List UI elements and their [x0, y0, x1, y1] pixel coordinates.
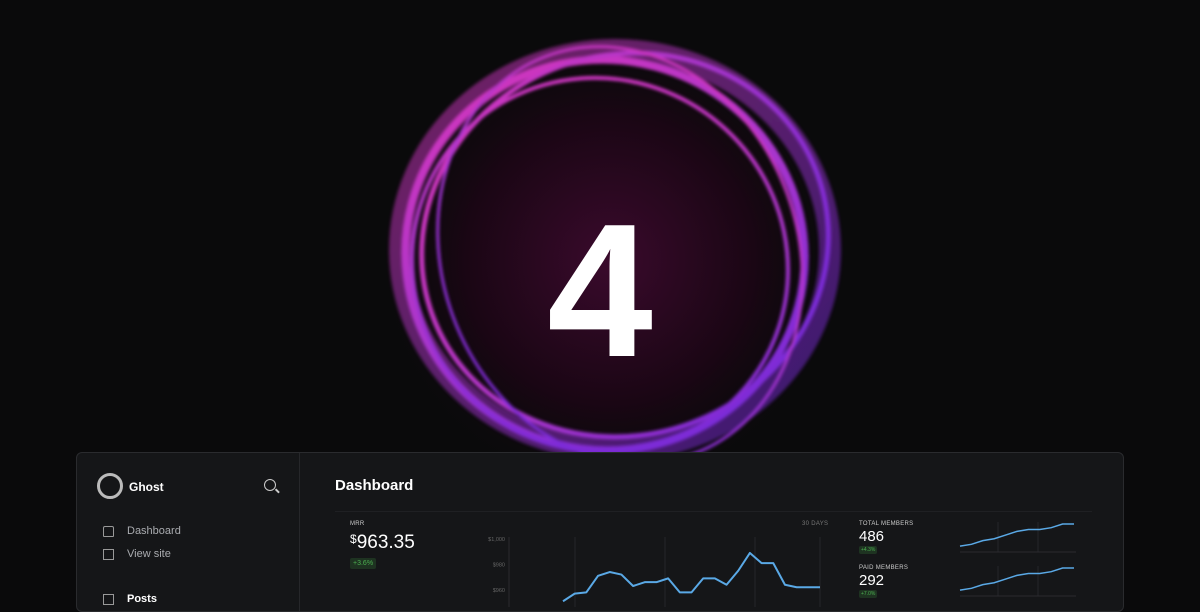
mrr-line — [563, 553, 820, 601]
sidebar-item-label: View site — [127, 548, 171, 560]
total-members-label: TOTAL MEMBERS — [859, 521, 913, 527]
paid-members-change-badge: +7.0% — [859, 590, 877, 598]
total-members-value: 486 — [859, 528, 884, 545]
sidebar: Ghost Dashboard View site Posts — [77, 453, 300, 611]
layout-icon — [103, 549, 114, 560]
pen-icon — [103, 594, 114, 605]
currency-symbol: $ — [350, 532, 357, 546]
mrr-change-badge: +3.6% — [350, 558, 376, 569]
sparkline — [960, 568, 1074, 590]
paid-members-value: 292 — [859, 572, 884, 589]
main-content: Dashboard MRR $963.35 +3.6% 30 DAYS $1,0… — [301, 453, 1123, 611]
mrr-label: MRR — [350, 521, 365, 527]
search-icon[interactable] — [264, 479, 276, 491]
sidebar-item-label: Dashboard — [127, 525, 181, 537]
total-members-sparkline — [958, 520, 1076, 554]
ghost-logo-icon — [97, 473, 123, 499]
y-tick-label: $960 — [493, 588, 505, 594]
paid-members-label: PAID MEMBERS — [859, 565, 908, 571]
stats-card: MRR $963.35 +3.6% 30 DAYS $1,000$980$960… — [335, 511, 1092, 612]
sparkline — [960, 524, 1074, 546]
app-window: Ghost Dashboard View site Posts Dashboar… — [76, 452, 1124, 612]
paid-members-sparkline — [958, 564, 1076, 598]
page-title: Dashboard — [335, 477, 413, 494]
total-members-change-badge: +4.3% — [859, 546, 877, 554]
brand-name: Ghost — [129, 480, 164, 494]
y-tick-label: $980 — [493, 562, 505, 568]
sidebar-item-posts[interactable]: Posts — [103, 593, 157, 605]
mrr-value: $963.35 — [350, 532, 415, 554]
sidebar-item-dashboard[interactable]: Dashboard — [103, 525, 181, 537]
y-tick-label: $1,000 — [488, 537, 505, 543]
sidebar-item-label: Posts — [127, 593, 157, 605]
home-icon — [103, 526, 114, 537]
sidebar-item-view-site[interactable]: View site — [103, 548, 171, 560]
version-number: 4 — [0, 196, 1200, 386]
mrr-chart: $1,000 $980 $960 — [475, 527, 835, 607]
mrr-amount: 963.35 — [357, 532, 415, 553]
